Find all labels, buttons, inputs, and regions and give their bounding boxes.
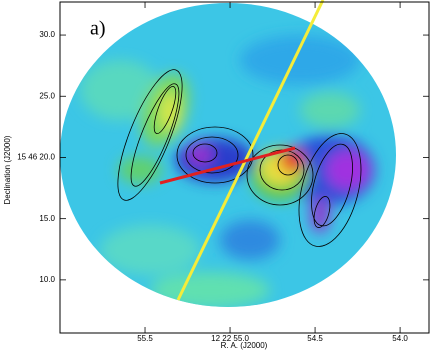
y-tick-label: 15 46 20.0 (17, 153, 55, 162)
axis-line (159, 146, 296, 185)
y-tick-label: 15.0 (39, 214, 55, 223)
x-tick-label: 54.0 (392, 334, 408, 343)
y-tick-label: 25.0 (39, 91, 55, 100)
panel-label: a) (90, 18, 106, 40)
frame (59, 1, 430, 334)
contours (117, 69, 362, 247)
x-tick-label: 12 22 55.0 (211, 334, 249, 343)
y-axis-label: Declination (J2000) (3, 135, 12, 204)
x-tick-label: 54.5 (307, 334, 323, 343)
slit-line (176, 0, 325, 301)
y-tick-label: 30.0 (39, 30, 55, 39)
x-tick-label: 55.5 (137, 334, 153, 343)
x-axis-label: R. A. (J2000) (221, 341, 268, 350)
y-tick-label: 10.0 (39, 275, 55, 284)
